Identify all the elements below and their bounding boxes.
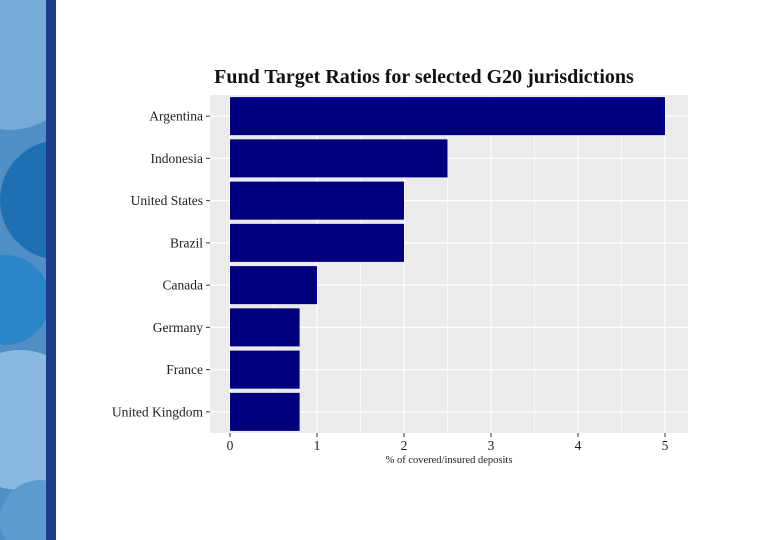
x-axis-title: % of covered/insured deposits <box>386 455 513 466</box>
bars <box>230 97 665 431</box>
side-decoration <box>0 0 56 540</box>
bar-united-kingdom <box>230 392 300 431</box>
y-tick-label: United States <box>131 193 203 208</box>
y-tick-label: Canada <box>163 278 203 293</box>
y-axis: Argentina Indonesia United States Brazil Can… <box>112 109 210 419</box>
x-tick-label: 0 <box>227 438 234 453</box>
x-tick-label: 1 <box>314 438 321 453</box>
y-tick-label: Indonesia <box>151 151 203 166</box>
x-axis: 0 1 2 3 4 5 <box>227 433 669 453</box>
x-tick-label: 5 <box>662 438 669 453</box>
x-tick-label: 3 <box>488 438 495 453</box>
y-tick-label: France <box>166 362 203 377</box>
bar-brazil <box>230 223 404 262</box>
chart-title: Fund Target Ratios for selected G20 juri… <box>214 66 634 88</box>
x-tick-label: 4 <box>575 438 582 453</box>
y-tick-label: Argentina <box>149 109 203 124</box>
x-tick-label: 2 <box>401 438 408 453</box>
bar-germany <box>230 308 300 347</box>
y-tick-label: United Kingdom <box>112 404 204 419</box>
bar-france <box>230 350 300 389</box>
bar-united-states <box>230 181 404 220</box>
y-tick-label: Germany <box>153 320 203 335</box>
bar-argentina <box>230 97 665 136</box>
bar-canada <box>230 266 317 305</box>
y-tick-label: Brazil <box>170 235 203 250</box>
bar-indonesia <box>230 139 448 178</box>
